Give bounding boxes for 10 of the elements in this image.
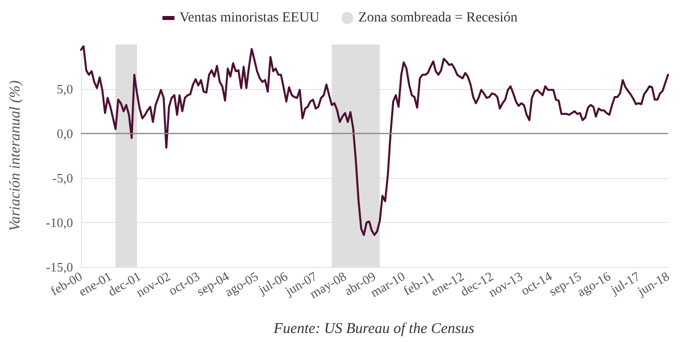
y-axis-title: Variación interanual (%) [8,80,24,232]
y-tick-label: -15,0 [46,260,73,274]
line-series [80,45,669,236]
legend-label: Zona sombreada = Recesión [358,10,518,26]
legend-label: Ventas minoristas EEUU [179,10,320,26]
source-note: Fuente: US Bureau of the Census [272,321,474,337]
y-tick-label: -10,0 [46,215,73,230]
y-tick-label: 0,0 [56,126,73,141]
y-tick-label: 5,0 [56,82,73,96]
y-tick-label: -5,0 [52,170,73,186]
